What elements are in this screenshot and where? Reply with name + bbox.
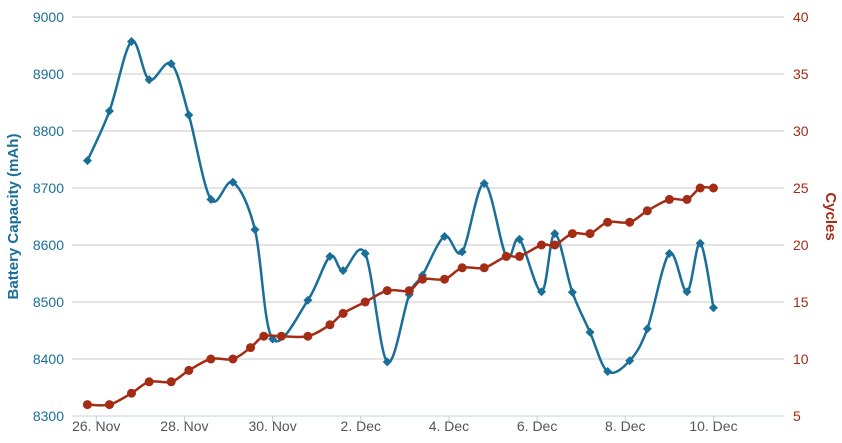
data-point[interactable] (501, 251, 511, 261)
data-point[interactable] (144, 377, 154, 387)
data-point[interactable] (82, 156, 92, 166)
data-point[interactable] (303, 295, 313, 305)
data-point[interactable] (82, 400, 92, 410)
data-point[interactable] (325, 320, 335, 330)
data-point[interactable] (550, 240, 560, 250)
data-point[interactable] (382, 286, 392, 296)
y-left-tick-label: 8700 (33, 180, 64, 196)
data-point[interactable] (338, 266, 348, 276)
x-tick-label: 4. Dec (429, 418, 469, 434)
data-point[interactable] (625, 217, 635, 227)
data-point[interactable] (567, 229, 577, 239)
data-point[interactable] (642, 324, 652, 334)
data-point[interactable] (479, 178, 489, 188)
data-point[interactable] (664, 194, 674, 204)
data-point[interactable] (259, 331, 269, 341)
y-right-tick-label: 15 (793, 294, 809, 310)
data-point[interactable] (457, 263, 467, 273)
data-point[interactable] (440, 231, 450, 241)
y-axis-right: 5 10 15 20 25 30 35 40 (793, 9, 809, 424)
y-left-tick-label: 8400 (33, 351, 64, 367)
data-point[interactable] (603, 217, 613, 227)
y-axis-left: 8300 8400 8500 8600 8700 8800 8900 9000 (33, 9, 64, 424)
series-line (87, 185, 714, 407)
data-point[interactable] (537, 287, 547, 297)
y-axis-right-title: Cycles (822, 192, 839, 240)
series-cycles (82, 183, 718, 410)
y-left-tick-label: 9000 (33, 9, 64, 25)
data-point[interactable] (695, 238, 705, 248)
data-point[interactable] (144, 75, 154, 85)
data-point[interactable] (417, 274, 427, 284)
data-point[interactable] (325, 251, 335, 261)
data-point[interactable] (127, 388, 137, 398)
data-point[interactable] (360, 249, 370, 259)
data-point[interactable] (360, 297, 370, 307)
series-layer (82, 37, 718, 410)
data-point[interactable] (228, 354, 238, 364)
y-left-tick-label: 8900 (33, 66, 64, 82)
data-point[interactable] (664, 249, 674, 259)
data-point[interactable] (537, 240, 547, 250)
data-point[interactable] (695, 183, 705, 193)
y-axis-left-title: Battery Capacity (mAh) (5, 134, 22, 300)
data-point[interactable] (104, 400, 114, 410)
grid (72, 16, 784, 417)
data-point[interactable] (514, 234, 524, 244)
data-point[interactable] (382, 357, 392, 367)
x-tick-label: 28. Nov (160, 418, 208, 434)
data-point[interactable] (708, 303, 718, 313)
data-point[interactable] (585, 327, 595, 337)
x-tick-label: 10. Dec (689, 418, 737, 434)
y-right-tick-label: 30 (793, 123, 809, 139)
x-tick-label: 8. Dec (605, 418, 645, 434)
data-point[interactable] (104, 106, 114, 116)
y-right-tick-label: 40 (793, 9, 809, 25)
data-point[interactable] (479, 263, 489, 273)
data-point[interactable] (276, 331, 286, 341)
x-tick-label: 30. Nov (248, 418, 296, 434)
y-right-tick-label: 10 (793, 351, 809, 367)
data-point[interactable] (206, 354, 216, 364)
data-point[interactable] (708, 183, 718, 193)
data-point[interactable] (166, 59, 176, 69)
data-point[interactable] (682, 287, 692, 297)
y-left-tick-label: 8300 (33, 408, 64, 424)
data-point[interactable] (642, 206, 652, 216)
data-point[interactable] (440, 274, 450, 284)
y-right-tick-label: 20 (793, 237, 809, 253)
data-point[interactable] (228, 177, 238, 187)
data-point[interactable] (206, 194, 216, 204)
data-point[interactable] (625, 356, 635, 366)
data-point[interactable] (567, 287, 577, 297)
series-line (86, 40, 715, 375)
x-axis: 26. Nov 28. Nov 30. Nov 2. Dec 4. Dec 6. Dec 8… (72, 415, 784, 434)
data-point[interactable] (682, 194, 692, 204)
y-right-tick-label: 25 (793, 180, 809, 196)
data-point[interactable] (184, 365, 194, 375)
y-left-tick-label: 8500 (33, 294, 64, 310)
data-point[interactable] (166, 377, 176, 387)
data-point[interactable] (127, 37, 137, 47)
data-point[interactable] (250, 225, 260, 235)
x-tick-label: 2. Dec (341, 418, 381, 434)
y-left-tick-label: 8600 (33, 237, 64, 253)
data-point[interactable] (246, 343, 256, 353)
data-point[interactable] (550, 229, 560, 239)
data-point[interactable] (514, 251, 524, 261)
y-right-tick-label: 35 (793, 66, 809, 82)
data-point[interactable] (457, 247, 467, 257)
y-right-tick-label: 5 (793, 408, 801, 424)
data-point[interactable] (603, 367, 613, 377)
data-point[interactable] (184, 110, 194, 120)
x-tick-label: 26. Nov (72, 418, 120, 434)
series-capacity (82, 37, 718, 377)
data-point[interactable] (303, 331, 313, 341)
data-point[interactable] (404, 286, 414, 296)
data-point[interactable] (585, 229, 595, 239)
y-left-tick-label: 8800 (33, 123, 64, 139)
data-point[interactable] (338, 308, 348, 318)
x-tick-label: 6. Dec (517, 418, 557, 434)
